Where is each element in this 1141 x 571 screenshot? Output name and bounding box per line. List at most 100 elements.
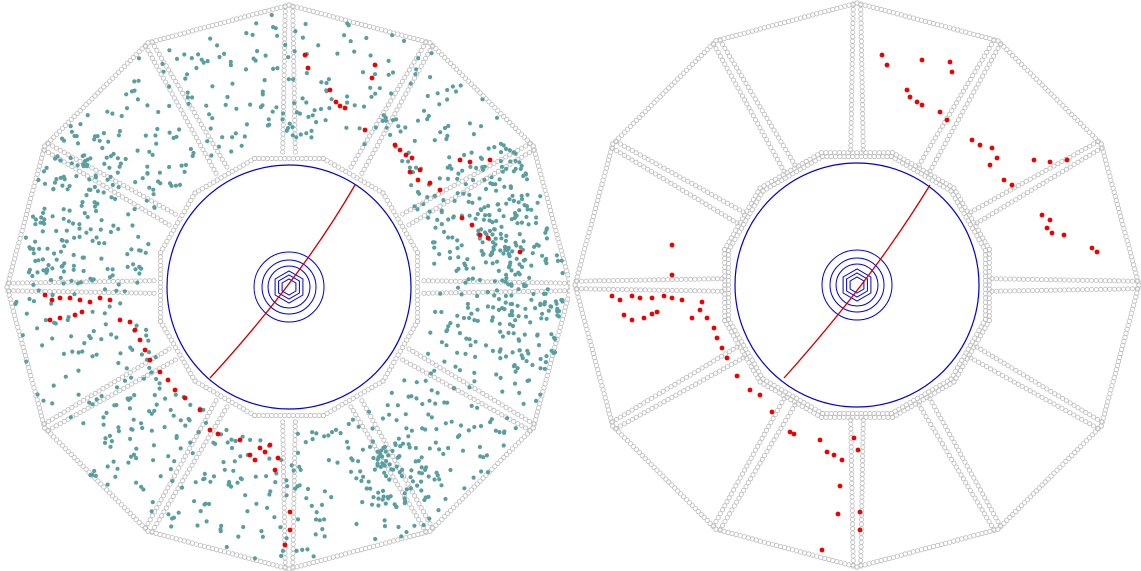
detector-cell: [474, 87, 480, 93]
detector-cell: [472, 182, 478, 188]
background-hit: [486, 146, 491, 151]
detector-cell: [713, 519, 719, 525]
detector-cell: [621, 143, 627, 149]
detector-cell: [290, 22, 296, 28]
background-hit: [483, 213, 488, 218]
background-hit: [81, 421, 86, 426]
detector-cell: [757, 185, 763, 191]
background-hit: [478, 124, 484, 129]
detector-cell: [355, 416, 361, 422]
detector-cell: [479, 401, 485, 407]
detector-cell: [713, 370, 719, 376]
background-hit: [491, 305, 496, 310]
detector-cell: [986, 519, 992, 525]
detector-cell: [859, 489, 865, 495]
detector-cell: [397, 82, 403, 88]
detector-cell: [732, 359, 738, 365]
detector-cell: [1063, 408, 1069, 414]
detector-cell: [434, 278, 440, 284]
detector-cell: [645, 458, 651, 464]
detector-cell: [222, 160, 228, 166]
background-hit: [147, 365, 152, 370]
detector-cell: [953, 100, 959, 106]
detector-cell: [673, 392, 679, 398]
detector-cell: [89, 96, 95, 102]
signal-hit: [617, 297, 623, 303]
detector-cell: [139, 522, 145, 528]
background-hit: [80, 349, 85, 354]
signal-hit: [621, 312, 627, 318]
detector-cell: [971, 89, 977, 95]
background-hit: [494, 372, 499, 377]
detector-cell: [681, 388, 687, 394]
detector-cell: [639, 111, 645, 118]
detector-cell: [483, 403, 489, 409]
background-hit: [24, 311, 29, 316]
detector-cell: [71, 113, 77, 120]
signal-hit: [919, 102, 925, 108]
background-hit: [381, 113, 386, 118]
detector-cell: [912, 401, 919, 407]
background-hit: [168, 407, 173, 413]
detector-cell: [534, 280, 540, 286]
background-hit: [520, 356, 525, 361]
detector-cell: [633, 405, 639, 411]
background-hit: [435, 390, 440, 395]
background-hit: [455, 238, 460, 243]
background-hit: [310, 430, 315, 435]
detector-cell: [543, 280, 549, 286]
background-hit: [223, 102, 228, 107]
background-hit: [517, 160, 522, 165]
background-hit: [104, 155, 109, 160]
detector-cell: [924, 394, 930, 400]
detector-cell: [981, 53, 987, 59]
detector-cell: [1125, 286, 1131, 292]
detector-cell: [350, 160, 356, 166]
signal-hit: [327, 87, 333, 93]
detector-cell: [850, 562, 856, 568]
detector-cell: [291, 68, 297, 74]
detector-cell: [408, 207, 414, 213]
detector-cell: [720, 57, 726, 63]
detector-cell: [668, 180, 674, 186]
detector-cell: [773, 433, 779, 439]
background-hit: [517, 262, 522, 267]
background-hit: [58, 249, 64, 254]
detector-cell: [637, 162, 643, 168]
detector-cell: [175, 486, 181, 492]
detector-cell: [29, 288, 35, 294]
background-hit: [303, 440, 308, 445]
detector-cell: [726, 239, 732, 245]
background-hit: [437, 252, 442, 257]
detector-cell: [935, 433, 941, 439]
detector-cell: [653, 161, 659, 167]
detector-cell: [980, 235, 986, 241]
background-hit: [171, 135, 176, 141]
background-hit: [67, 183, 72, 189]
detector-cell: [1039, 482, 1045, 488]
detector-cell: [488, 395, 494, 401]
detector-cell: [1070, 277, 1076, 283]
detector-cell: [121, 63, 128, 70]
background-hit: [208, 36, 213, 41]
background-hit: [470, 276, 475, 281]
detector-cell: [465, 490, 471, 496]
background-hit: [449, 419, 454, 424]
detector-cell: [849, 480, 855, 486]
detector-cell: [1087, 412, 1093, 418]
background-hit: [419, 479, 424, 484]
detector-cell: [932, 429, 938, 435]
background-hit: [102, 440, 108, 445]
detector-cell: [215, 419, 221, 425]
background-hit: [524, 214, 529, 220]
detector-cell: [579, 278, 585, 284]
detector-cell: [534, 288, 540, 294]
detector-cell: [963, 535, 969, 541]
detector-cell: [149, 40, 155, 46]
detector-cell: [1027, 388, 1033, 394]
detector-cell: [935, 131, 941, 137]
detector-cell: [108, 381, 114, 387]
background-hit: [210, 116, 215, 121]
detector-cell: [656, 173, 662, 179]
detector-cell: [503, 404, 509, 410]
